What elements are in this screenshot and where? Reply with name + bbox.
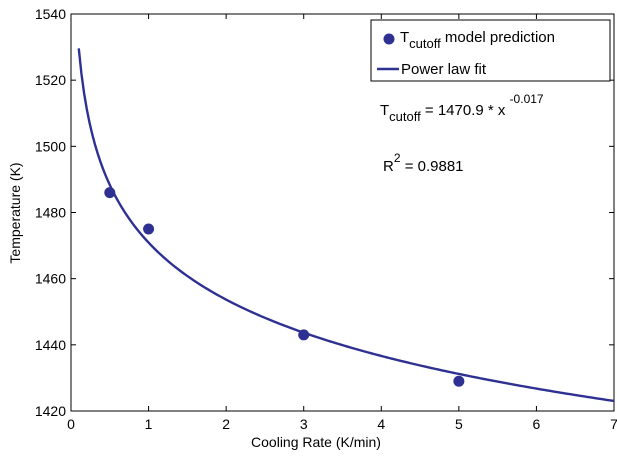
x-tick-label: 7 xyxy=(610,416,617,432)
y-tick-label: 1520 xyxy=(35,72,66,88)
data-point xyxy=(104,187,116,199)
x-tick-label: 5 xyxy=(455,416,463,432)
x-tick-label: 3 xyxy=(300,416,308,432)
data-point xyxy=(298,329,310,341)
y-tick-label: 1480 xyxy=(35,205,66,221)
r2-sup: 2 xyxy=(394,151,401,165)
y-axis-label: Temperature (K) xyxy=(7,162,23,263)
legend-entry-model-prediction: Tcutoff model prediction xyxy=(400,29,555,51)
y-tick-label: 1440 xyxy=(35,337,66,353)
y-tick-label: 1500 xyxy=(35,138,66,154)
x-tick-label: 0 xyxy=(67,416,75,432)
equation-main: T xyxy=(380,102,389,119)
legend: Tcutoff model prediction Power law fit xyxy=(370,19,611,82)
legend-marker-circle xyxy=(383,33,395,45)
model-prediction-points xyxy=(104,187,465,387)
y-axis: 1420 1440 1460 1480 1500 1520 1540 xyxy=(35,6,614,419)
equation-rest: = 1470.9 * x xyxy=(421,102,510,119)
x-tick-label: 2 xyxy=(222,416,230,432)
legend-entry1-sub: cutoff xyxy=(409,36,441,51)
x-axis-label: Cooling Rate (K/min) xyxy=(251,434,381,450)
y-tick-label: 1420 xyxy=(35,403,66,419)
power-law-fit-line xyxy=(77,48,615,403)
r2-rest: = 0.9881 xyxy=(401,158,464,175)
r2-main: R xyxy=(383,158,394,175)
y-tick-label: 1460 xyxy=(35,271,66,287)
x-tick-label: 6 xyxy=(533,416,541,432)
x-tick-label: 1 xyxy=(145,416,153,432)
legend-entry1-main: T xyxy=(400,29,409,46)
data-point xyxy=(453,375,465,387)
legend-entry-power-law-fit: Power law fit xyxy=(401,61,487,78)
r-squared-annotation: R2 = 0.9881 xyxy=(383,151,464,175)
legend-box xyxy=(370,19,611,82)
y-tick-label: 1540 xyxy=(35,6,66,22)
data-point xyxy=(143,223,155,235)
equation-sub: cutoff xyxy=(389,109,421,124)
equation-exponent: -0.017 xyxy=(510,92,544,106)
x-tick-label: 4 xyxy=(377,416,385,432)
legend-entry1-rest: model prediction xyxy=(441,29,555,46)
x-axis: 0 1 2 3 4 5 6 7 xyxy=(67,14,617,432)
fit-equation-annotation: Tcutoff = 1470.9 * x -0.017 xyxy=(380,92,544,124)
